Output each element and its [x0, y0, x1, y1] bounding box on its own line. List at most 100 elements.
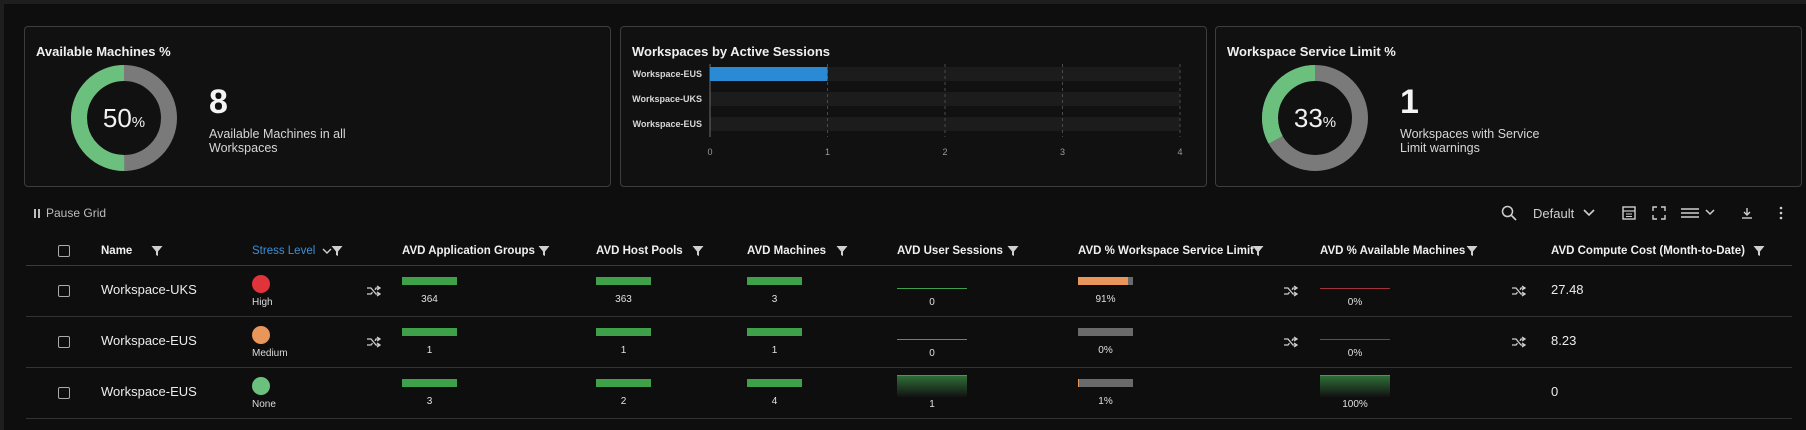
- pause-grid-label: Pause Grid: [46, 206, 107, 220]
- chevron-down-icon: [1583, 209, 1595, 217]
- card-title: Workspaces by Active Sessions: [632, 44, 830, 59]
- column-header-name[interactable]: Name: [101, 245, 133, 257]
- search-button[interactable]: [1501, 200, 1517, 226]
- shuffle-icon[interactable]: [1284, 285, 1298, 297]
- service-limit-value: 1%: [1098, 396, 1113, 407]
- column-header-user-sessions[interactable]: AVD User Sessions: [897, 245, 1003, 257]
- machines-bar: [747, 328, 802, 336]
- user-sessions-value: 0: [929, 348, 935, 359]
- available-machines-card: Available Machines % 50% 8 Available Mac…: [24, 26, 611, 187]
- available-machines-count: 8: [209, 83, 228, 121]
- x-tick-label: 0: [707, 147, 712, 157]
- row-checkbox[interactable]: [58, 387, 70, 399]
- filter-icon[interactable]: [1252, 245, 1264, 257]
- app-groups-value: 364: [421, 294, 438, 305]
- row-checkbox[interactable]: [58, 336, 70, 348]
- column-header-service-limit[interactable]: AVD % Workspace Service Limit: [1078, 245, 1254, 257]
- user-sessions-sparkline: [897, 339, 967, 340]
- machines-bar: [747, 277, 802, 285]
- pause-grid-button[interactable]: Pause Grid: [34, 206, 106, 220]
- column-header-compute-cost[interactable]: AVD Compute Cost (Month-to-Date): [1551, 245, 1745, 257]
- density-button[interactable]: [1681, 200, 1716, 226]
- download-icon: [1742, 208, 1752, 219]
- service-limit-card: Workspace Service Limit % 33% 1 Workspac…: [1215, 26, 1802, 187]
- stress-indicator: [252, 377, 270, 395]
- row-checkbox[interactable]: [58, 285, 70, 297]
- service-limit-description: Workspaces with Service Limit warnings: [1400, 127, 1540, 155]
- table-row[interactable]: Workspace-UKS High 364 363 3 0 91% 0% 27.48: [26, 266, 1792, 317]
- user-sessions-value: 1: [929, 399, 935, 410]
- fullscreen-button[interactable]: [1652, 200, 1666, 226]
- session-bar[interactable]: [710, 67, 828, 81]
- sessions-card: Workspaces by Active Sessions 0 1 2 3 4 Works…: [620, 26, 1207, 187]
- column-header-available-machines[interactable]: AVD % Available Machines: [1320, 245, 1466, 257]
- service-limit-track: [1078, 379, 1133, 387]
- available-machines-value: 100%: [1342, 399, 1368, 410]
- donut-percent: 50%: [102, 102, 146, 133]
- host-pools-bar: [596, 277, 651, 285]
- stress-label: None: [252, 399, 276, 410]
- stress-indicator: [252, 275, 270, 293]
- filter-icon[interactable]: [836, 245, 848, 257]
- app-groups-value: 1: [426, 345, 433, 356]
- host-pools-bar: [596, 328, 651, 336]
- filter-icon[interactable]: [692, 245, 704, 257]
- filter-icon[interactable]: [538, 245, 550, 257]
- workspace-name[interactable]: Workspace-EUS: [101, 333, 197, 348]
- column-header-machines[interactable]: AVD Machines: [747, 245, 827, 257]
- filter-icon[interactable]: [1753, 245, 1765, 257]
- column-header-app-groups[interactable]: AVD Application Groups: [402, 245, 535, 257]
- list-density-icon: [1681, 208, 1699, 218]
- chevron-down-icon: [1705, 209, 1715, 216]
- layout-icon: [1622, 206, 1636, 220]
- shuffle-icon[interactable]: [1512, 285, 1526, 297]
- export-button[interactable]: [1741, 200, 1753, 226]
- card-title: Workspace Service Limit %: [1227, 44, 1396, 59]
- column-header-host-pools[interactable]: AVD Host Pools: [596, 245, 683, 257]
- shuffle-icon[interactable]: [367, 285, 381, 297]
- available-machines-sparkline: [1320, 339, 1390, 340]
- layout-button[interactable]: [1622, 200, 1636, 226]
- compute-cost-value: 27.48: [1551, 282, 1584, 297]
- machines-value: 4: [771, 396, 778, 407]
- user-sessions-sparkline: [897, 375, 967, 397]
- more-options-button[interactable]: [1778, 200, 1784, 226]
- compute-cost-value: 8.23: [1551, 333, 1577, 348]
- table-row[interactable]: Workspace-EUS None 3 2 4 1 1% 100% 0: [26, 368, 1792, 419]
- category-label: Workspace-UKS: [632, 94, 702, 104]
- shuffle-icon[interactable]: [1284, 336, 1298, 348]
- available-machines-description: Available Machines in all Workspaces: [209, 127, 346, 155]
- workspace-name[interactable]: Workspace-EUS: [101, 384, 197, 399]
- service-limit-fill: [1078, 277, 1128, 285]
- table-row[interactable]: Workspace-EUS Medium 1 1 1 0 0% 0% 8.23: [26, 317, 1792, 368]
- category-label: Workspace-EUS: [633, 69, 702, 79]
- host-pools-bar: [596, 379, 651, 387]
- machines-bar: [747, 379, 802, 387]
- view-selector[interactable]: Default: [1533, 200, 1596, 226]
- service-limit-fill: [1078, 379, 1079, 387]
- service-limit-value: 0%: [1098, 345, 1113, 356]
- x-tick-label: 2: [942, 147, 947, 157]
- host-pools-value: 363: [615, 294, 632, 305]
- select-all-checkbox[interactable]: [58, 245, 70, 257]
- service-limit-value: 91%: [1095, 294, 1116, 305]
- chevron-down-icon: [322, 248, 332, 254]
- filter-icon[interactable]: [1007, 245, 1019, 257]
- shuffle-icon[interactable]: [367, 336, 381, 348]
- host-pools-value: 1: [620, 345, 627, 356]
- machines-value: 1: [771, 345, 778, 356]
- filter-icon[interactable]: [331, 245, 343, 257]
- filter-icon[interactable]: [1466, 245, 1478, 257]
- available-machines-value: 0%: [1347, 348, 1363, 359]
- workspace-name[interactable]: Workspace-UKS: [101, 282, 197, 297]
- fullscreen-icon: [1652, 206, 1666, 220]
- stress-indicator: [252, 326, 270, 344]
- shuffle-icon[interactable]: [1512, 336, 1526, 348]
- compute-cost-value: 0: [1551, 384, 1559, 399]
- x-tick-label: 1: [825, 147, 830, 157]
- filter-icon[interactable]: [151, 245, 163, 257]
- service-limit-count: 1: [1400, 83, 1419, 121]
- column-header-stress-level[interactable]: Stress Level: [252, 236, 333, 266]
- service-limit-track: [1078, 328, 1133, 336]
- app-groups-value: 3: [426, 396, 433, 407]
